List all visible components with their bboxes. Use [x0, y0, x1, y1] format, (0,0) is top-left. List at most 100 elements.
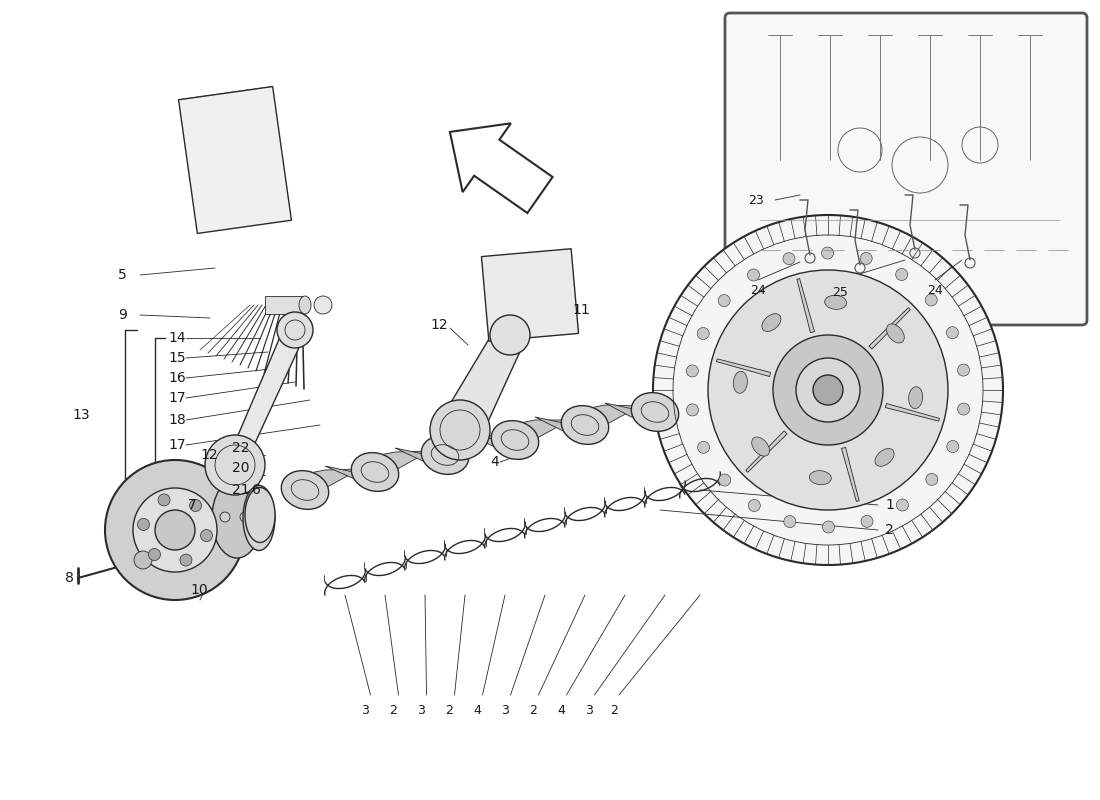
Text: 24: 24 [927, 283, 943, 297]
Circle shape [823, 521, 835, 533]
Text: 3: 3 [362, 703, 370, 717]
Text: 3: 3 [585, 703, 593, 717]
Circle shape [158, 494, 170, 506]
Circle shape [220, 512, 230, 522]
Circle shape [896, 499, 909, 511]
Polygon shape [842, 447, 859, 502]
Circle shape [822, 247, 834, 259]
Circle shape [895, 269, 908, 281]
Polygon shape [796, 278, 814, 333]
Ellipse shape [243, 486, 275, 550]
Circle shape [686, 365, 698, 377]
Ellipse shape [734, 371, 747, 394]
Circle shape [240, 512, 250, 522]
Polygon shape [482, 249, 579, 342]
Text: 2: 2 [389, 703, 397, 717]
Text: 18: 18 [168, 413, 186, 427]
Ellipse shape [762, 314, 781, 331]
Ellipse shape [887, 324, 904, 343]
Text: 23: 23 [748, 194, 763, 206]
Circle shape [134, 551, 152, 569]
Text: 8: 8 [65, 571, 74, 585]
Circle shape [686, 404, 698, 416]
Ellipse shape [421, 436, 469, 474]
Ellipse shape [909, 386, 923, 409]
Text: 2: 2 [610, 703, 618, 717]
Text: 13: 13 [72, 408, 89, 422]
Circle shape [784, 515, 795, 527]
Ellipse shape [825, 295, 847, 310]
Circle shape [748, 499, 760, 511]
Circle shape [773, 335, 883, 445]
Text: 5: 5 [118, 268, 127, 282]
Text: 25: 25 [832, 286, 848, 298]
Text: 12: 12 [430, 318, 448, 332]
Circle shape [180, 554, 191, 566]
Text: 4: 4 [474, 703, 482, 717]
Polygon shape [465, 422, 534, 448]
Circle shape [430, 400, 490, 460]
Circle shape [148, 549, 161, 561]
Polygon shape [746, 431, 788, 472]
Ellipse shape [282, 470, 329, 510]
Circle shape [860, 253, 872, 265]
FancyBboxPatch shape [725, 13, 1087, 325]
Text: 14: 14 [168, 331, 186, 345]
Circle shape [277, 312, 313, 348]
Text: 16: 16 [168, 371, 186, 385]
Text: 12: 12 [200, 448, 218, 462]
Text: 17: 17 [168, 438, 186, 452]
Polygon shape [565, 405, 640, 428]
Circle shape [133, 488, 217, 572]
Text: 10: 10 [190, 583, 208, 597]
Text: 1: 1 [886, 498, 894, 512]
Polygon shape [716, 359, 771, 377]
Text: 4: 4 [558, 703, 565, 717]
Text: 24: 24 [750, 283, 766, 297]
Circle shape [783, 253, 795, 265]
Text: 2: 2 [446, 703, 453, 717]
Ellipse shape [810, 470, 832, 485]
Polygon shape [450, 123, 552, 213]
Ellipse shape [245, 487, 275, 542]
Circle shape [925, 294, 937, 306]
Text: 6: 6 [252, 483, 261, 497]
Polygon shape [869, 308, 911, 349]
Text: 22: 22 [232, 441, 250, 455]
Circle shape [796, 358, 860, 422]
Ellipse shape [874, 449, 894, 466]
Circle shape [653, 215, 1003, 565]
Text: 3: 3 [502, 703, 509, 717]
Polygon shape [535, 407, 603, 433]
Ellipse shape [351, 453, 398, 491]
Ellipse shape [299, 296, 311, 314]
Text: 11: 11 [572, 303, 590, 317]
Circle shape [189, 499, 201, 511]
Circle shape [697, 442, 710, 454]
Text: 17: 17 [168, 391, 186, 405]
Polygon shape [178, 86, 292, 234]
Text: 21: 21 [232, 483, 250, 497]
Ellipse shape [212, 478, 262, 558]
Polygon shape [886, 403, 939, 421]
Circle shape [205, 435, 265, 495]
Circle shape [718, 474, 730, 486]
Circle shape [104, 460, 245, 600]
Text: 4: 4 [490, 455, 498, 469]
Polygon shape [285, 469, 360, 491]
Circle shape [946, 326, 958, 338]
Polygon shape [495, 420, 570, 442]
Text: 2: 2 [886, 523, 893, 537]
Circle shape [813, 375, 843, 405]
Text: 9: 9 [118, 308, 127, 322]
Circle shape [748, 269, 760, 281]
Ellipse shape [561, 406, 608, 444]
Circle shape [861, 515, 873, 527]
Text: 15: 15 [168, 351, 186, 365]
Circle shape [490, 315, 530, 355]
Circle shape [947, 441, 959, 453]
Polygon shape [355, 451, 430, 473]
Circle shape [718, 294, 730, 306]
Polygon shape [425, 435, 500, 458]
Polygon shape [227, 326, 305, 469]
